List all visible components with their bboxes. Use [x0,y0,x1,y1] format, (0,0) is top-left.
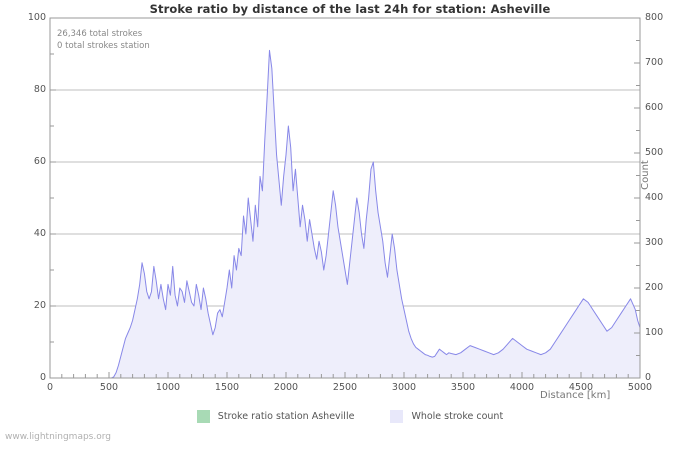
x-axis-label: Distance [km] [540,390,611,401]
x-tick-3000: 3000 [391,382,417,393]
x-tick-2500: 2500 [332,382,358,393]
y-right-tick-300: 300 [645,237,664,248]
y-right-tick-0: 0 [645,372,652,383]
x-tick-0: 0 [46,382,54,393]
x-tick-1500: 1500 [214,382,240,393]
y-right-tick-600: 600 [645,102,664,113]
x-tick-1000: 1000 [155,382,181,393]
data-area-group [50,49,641,379]
annotation-total-strokes-station: 0 total strokes station [57,41,150,51]
y-left-tick-60: 60 [33,156,46,167]
chart-legend: Stroke ratio station Asheville Whole str… [0,410,700,423]
y-left-tick-80: 80 [33,84,46,95]
y-right-tick-100: 100 [645,327,664,338]
legend-item-stroke-ratio[interactable]: Stroke ratio station Asheville [196,410,355,423]
y-axis-right-label: Count [640,160,651,190]
annotation-total-strokes: 26,346 total strokes [57,29,143,39]
y-left-tick-100: 100 [27,12,46,23]
axis-ticks-group [49,17,641,379]
x-tick-500: 500 [99,382,119,393]
legend-swatch-stroke-ratio [196,410,210,423]
chart-title: Stroke ratio by distance of the last 24h… [149,2,551,16]
y-right-tick-700: 700 [645,57,664,68]
whole-stroke-count-area [50,50,640,379]
x-tick-3500: 3500 [450,382,476,393]
y-right-tick-400: 400 [645,192,664,203]
x-tick-4000: 4000 [509,382,535,393]
x-tick-4500: 4500 [568,382,594,393]
y-right-tick-200: 200 [645,282,664,293]
whole-stroke-count-line [50,49,641,379]
legend-item-whole-stroke-count[interactable]: Whole stroke count [390,410,503,423]
x-tick-5000: 5000 [627,382,653,393]
y-left-tick-40: 40 [33,228,46,239]
watermark: www.lightningmaps.org [5,432,111,442]
y-right-tick-800: 800 [645,12,664,23]
x-tick-2000: 2000 [273,382,299,393]
y-left-tick-20: 20 [33,300,46,311]
legend-label-stroke-ratio: Stroke ratio station Asheville [217,411,355,422]
plot-frame-group [49,17,641,379]
legend-label-whole-stroke-count: Whole stroke count [411,411,504,422]
legend-swatch-whole-stroke-count [390,410,404,423]
y-right-tick-500: 500 [645,147,664,158]
y-left-tick-0: 0 [39,372,46,383]
